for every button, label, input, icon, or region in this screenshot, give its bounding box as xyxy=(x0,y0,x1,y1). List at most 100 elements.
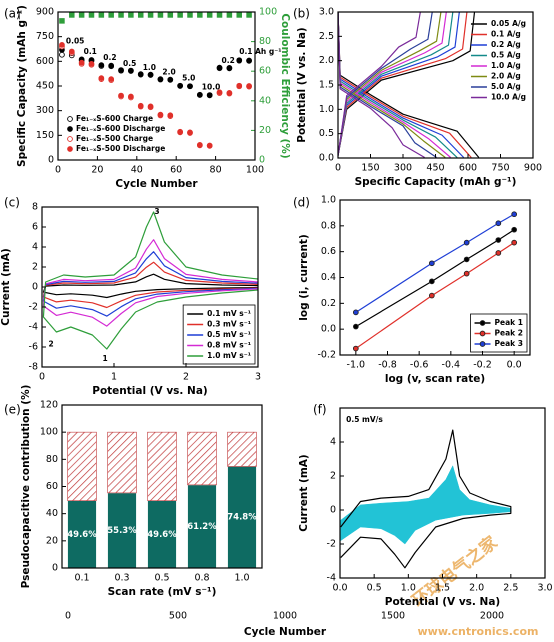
marker xyxy=(137,102,144,109)
marker xyxy=(511,211,518,218)
marker xyxy=(226,65,233,71)
y-axis-label: Pseudocapacitive contribution (%) xyxy=(20,385,32,589)
x-tick-label: 2 xyxy=(183,372,189,383)
marker xyxy=(236,57,243,64)
legend-label: Fe₁₋ₓS-500 Discharge xyxy=(76,144,165,153)
legend-label: 10.0 A/g xyxy=(491,93,526,102)
panel-label: (b) xyxy=(293,7,310,21)
marker xyxy=(495,220,502,227)
x-tick-label: 1.0 xyxy=(401,583,416,594)
x-tick-label: 1.0 xyxy=(234,573,249,584)
line xyxy=(340,429,512,569)
chart-panel: -4 -2 0 2 4 0.0 0.5 1.0 1.5 2.0 2.5 3.0 Potential (V… xyxy=(298,403,553,609)
marker xyxy=(137,12,144,18)
y-tick-label: 20 xyxy=(46,535,58,546)
y-tick-label: 8 xyxy=(32,202,38,213)
annotation: 1.0 xyxy=(143,63,156,72)
marker xyxy=(118,92,124,99)
x-tick-label: 0.5 xyxy=(367,583,382,594)
x-tick-label: 0.0 xyxy=(332,583,347,594)
marker xyxy=(118,67,124,73)
y-tick-label: -0.2 xyxy=(317,350,336,361)
marker xyxy=(108,62,115,69)
x-tick-label: 0.5 xyxy=(154,573,169,584)
marker xyxy=(226,90,233,96)
line xyxy=(338,12,425,158)
marker xyxy=(479,341,486,347)
plot-area xyxy=(338,12,480,158)
panel-label: (f) xyxy=(313,403,327,417)
x-tick-label: 0.3 xyxy=(114,573,129,584)
marker xyxy=(59,51,65,58)
marker xyxy=(463,270,470,277)
marker xyxy=(495,237,502,243)
annotation: 0.5 xyxy=(123,59,136,68)
y-tick-label: 2 xyxy=(32,262,38,273)
annotation: 0.1 xyxy=(84,47,97,56)
bar-segment xyxy=(107,431,137,494)
value-label: 55.3% xyxy=(107,526,137,536)
y2-tick-label: 60 xyxy=(259,66,271,77)
marker xyxy=(147,103,154,110)
marker xyxy=(147,71,154,78)
y2-tick-label: 100 xyxy=(259,7,277,18)
legend-label: 0.05 A/g xyxy=(491,19,526,28)
value-label: 49.6% xyxy=(67,530,97,540)
legend-label: 0.1 mV s⁻¹ xyxy=(207,309,251,318)
x-tick-label: 20 xyxy=(91,165,103,176)
x-tick-label: 150 xyxy=(361,163,379,174)
y-tick-label: 4 xyxy=(330,437,336,448)
x-tick-label: 0.1 xyxy=(74,573,89,584)
y-tick-label: 0 xyxy=(32,282,38,293)
x-tick-label: 80 xyxy=(210,165,222,176)
marker xyxy=(216,64,223,71)
marker xyxy=(197,12,203,18)
marker xyxy=(187,129,193,136)
legend-label: Peak 3 xyxy=(495,339,523,348)
legend-label: Fe₁₋ₓS-600 Discharge xyxy=(76,124,165,133)
footer-tick: 500 xyxy=(169,611,187,622)
x-tick-label: 1.5 xyxy=(435,583,450,594)
x-tick-label: 60 xyxy=(170,165,182,176)
y-tick-label: 0.2 xyxy=(321,298,336,309)
marker xyxy=(246,57,252,64)
legend-frame xyxy=(470,313,528,353)
marker xyxy=(67,146,73,152)
marker xyxy=(128,12,134,18)
y-tick-label: 4 xyxy=(32,242,38,253)
y-tick-label: 0 xyxy=(330,505,336,516)
y2-tick-label: 0 xyxy=(259,155,265,166)
y-axis-label: Potential (V vs. Na) xyxy=(296,27,308,142)
x-tick-label: -0.6 xyxy=(410,360,429,371)
annotation: 0.2 xyxy=(103,53,116,62)
marker xyxy=(206,12,213,18)
x-tick-label: 1 xyxy=(111,372,117,383)
footer-axis: 0 500 1000 1500 2000 Cycle Number xyxy=(65,611,504,639)
y-tick-label: -4 xyxy=(327,573,336,584)
y-tick-label: 100 xyxy=(40,427,58,438)
footer-tick: 2000 xyxy=(480,611,504,622)
bar-segment xyxy=(147,431,177,501)
plot-area xyxy=(340,429,512,569)
legend-label: 0.5 A/g xyxy=(491,51,521,60)
legend-label: 0.8 mV s⁻¹ xyxy=(207,341,251,350)
y-axis-label: Current (mA) xyxy=(298,454,310,531)
marker xyxy=(196,91,203,98)
y-tick-label: 2.0 xyxy=(319,55,334,66)
y-tick-label: 0.0 xyxy=(321,324,336,335)
footer-tick: 1500 xyxy=(381,611,405,622)
annotation: 0.05 xyxy=(66,37,85,46)
marker xyxy=(78,59,85,66)
x-tick-label: 0.0 xyxy=(507,360,522,371)
y-tick-label: 0.5 xyxy=(319,128,334,139)
annotation: 0.5 mV/s xyxy=(346,415,383,424)
x-axis-label: Potential (V vs. Na) xyxy=(385,596,500,608)
y-tick-label: 0 xyxy=(52,563,58,574)
plot-frame xyxy=(41,206,259,368)
y-tick-label: 80 xyxy=(46,454,58,465)
y-tick-label: 2 xyxy=(330,471,336,482)
annotation: 2 xyxy=(48,340,53,349)
